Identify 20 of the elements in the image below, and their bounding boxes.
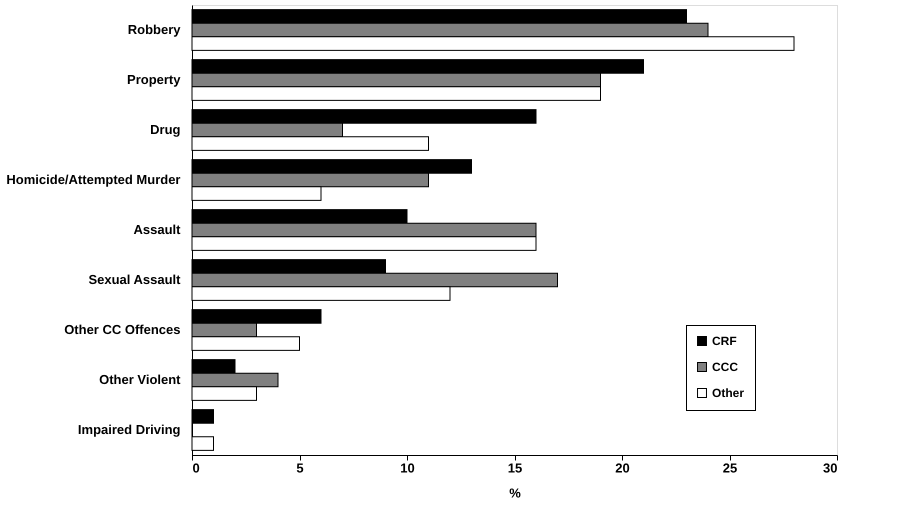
x-tick-label: 5 — [296, 460, 304, 476]
y-tick-label: Homicide/Attempted Murder — [6, 172, 180, 187]
y-tick-label: Property — [127, 72, 182, 87]
y-tick-label: Sexual Assault — [88, 272, 182, 287]
y-tick-label: Assault — [134, 222, 182, 237]
y-tick-label: Drug — [150, 122, 181, 137]
x-tick-label: 10 — [400, 460, 415, 476]
y-tick-label: Robbery — [128, 22, 182, 37]
x-tick-label: 25 — [722, 460, 738, 476]
legend-label: CRF — [712, 334, 737, 348]
legend-label: CCC — [712, 360, 738, 374]
y-tick-label: Other Violent — [99, 372, 182, 387]
x-tick-label: 0 — [192, 460, 200, 476]
y-tick-label: Other CC Offences — [64, 322, 180, 337]
x-tick-label: 15 — [508, 460, 522, 476]
x-axis-title: % — [509, 486, 522, 500]
x-tick-label: 20 — [615, 460, 630, 476]
y-tick-label: Impaired Driving — [78, 422, 181, 437]
x-tick-label: 30 — [823, 460, 838, 476]
legend-label: Other — [712, 386, 744, 400]
